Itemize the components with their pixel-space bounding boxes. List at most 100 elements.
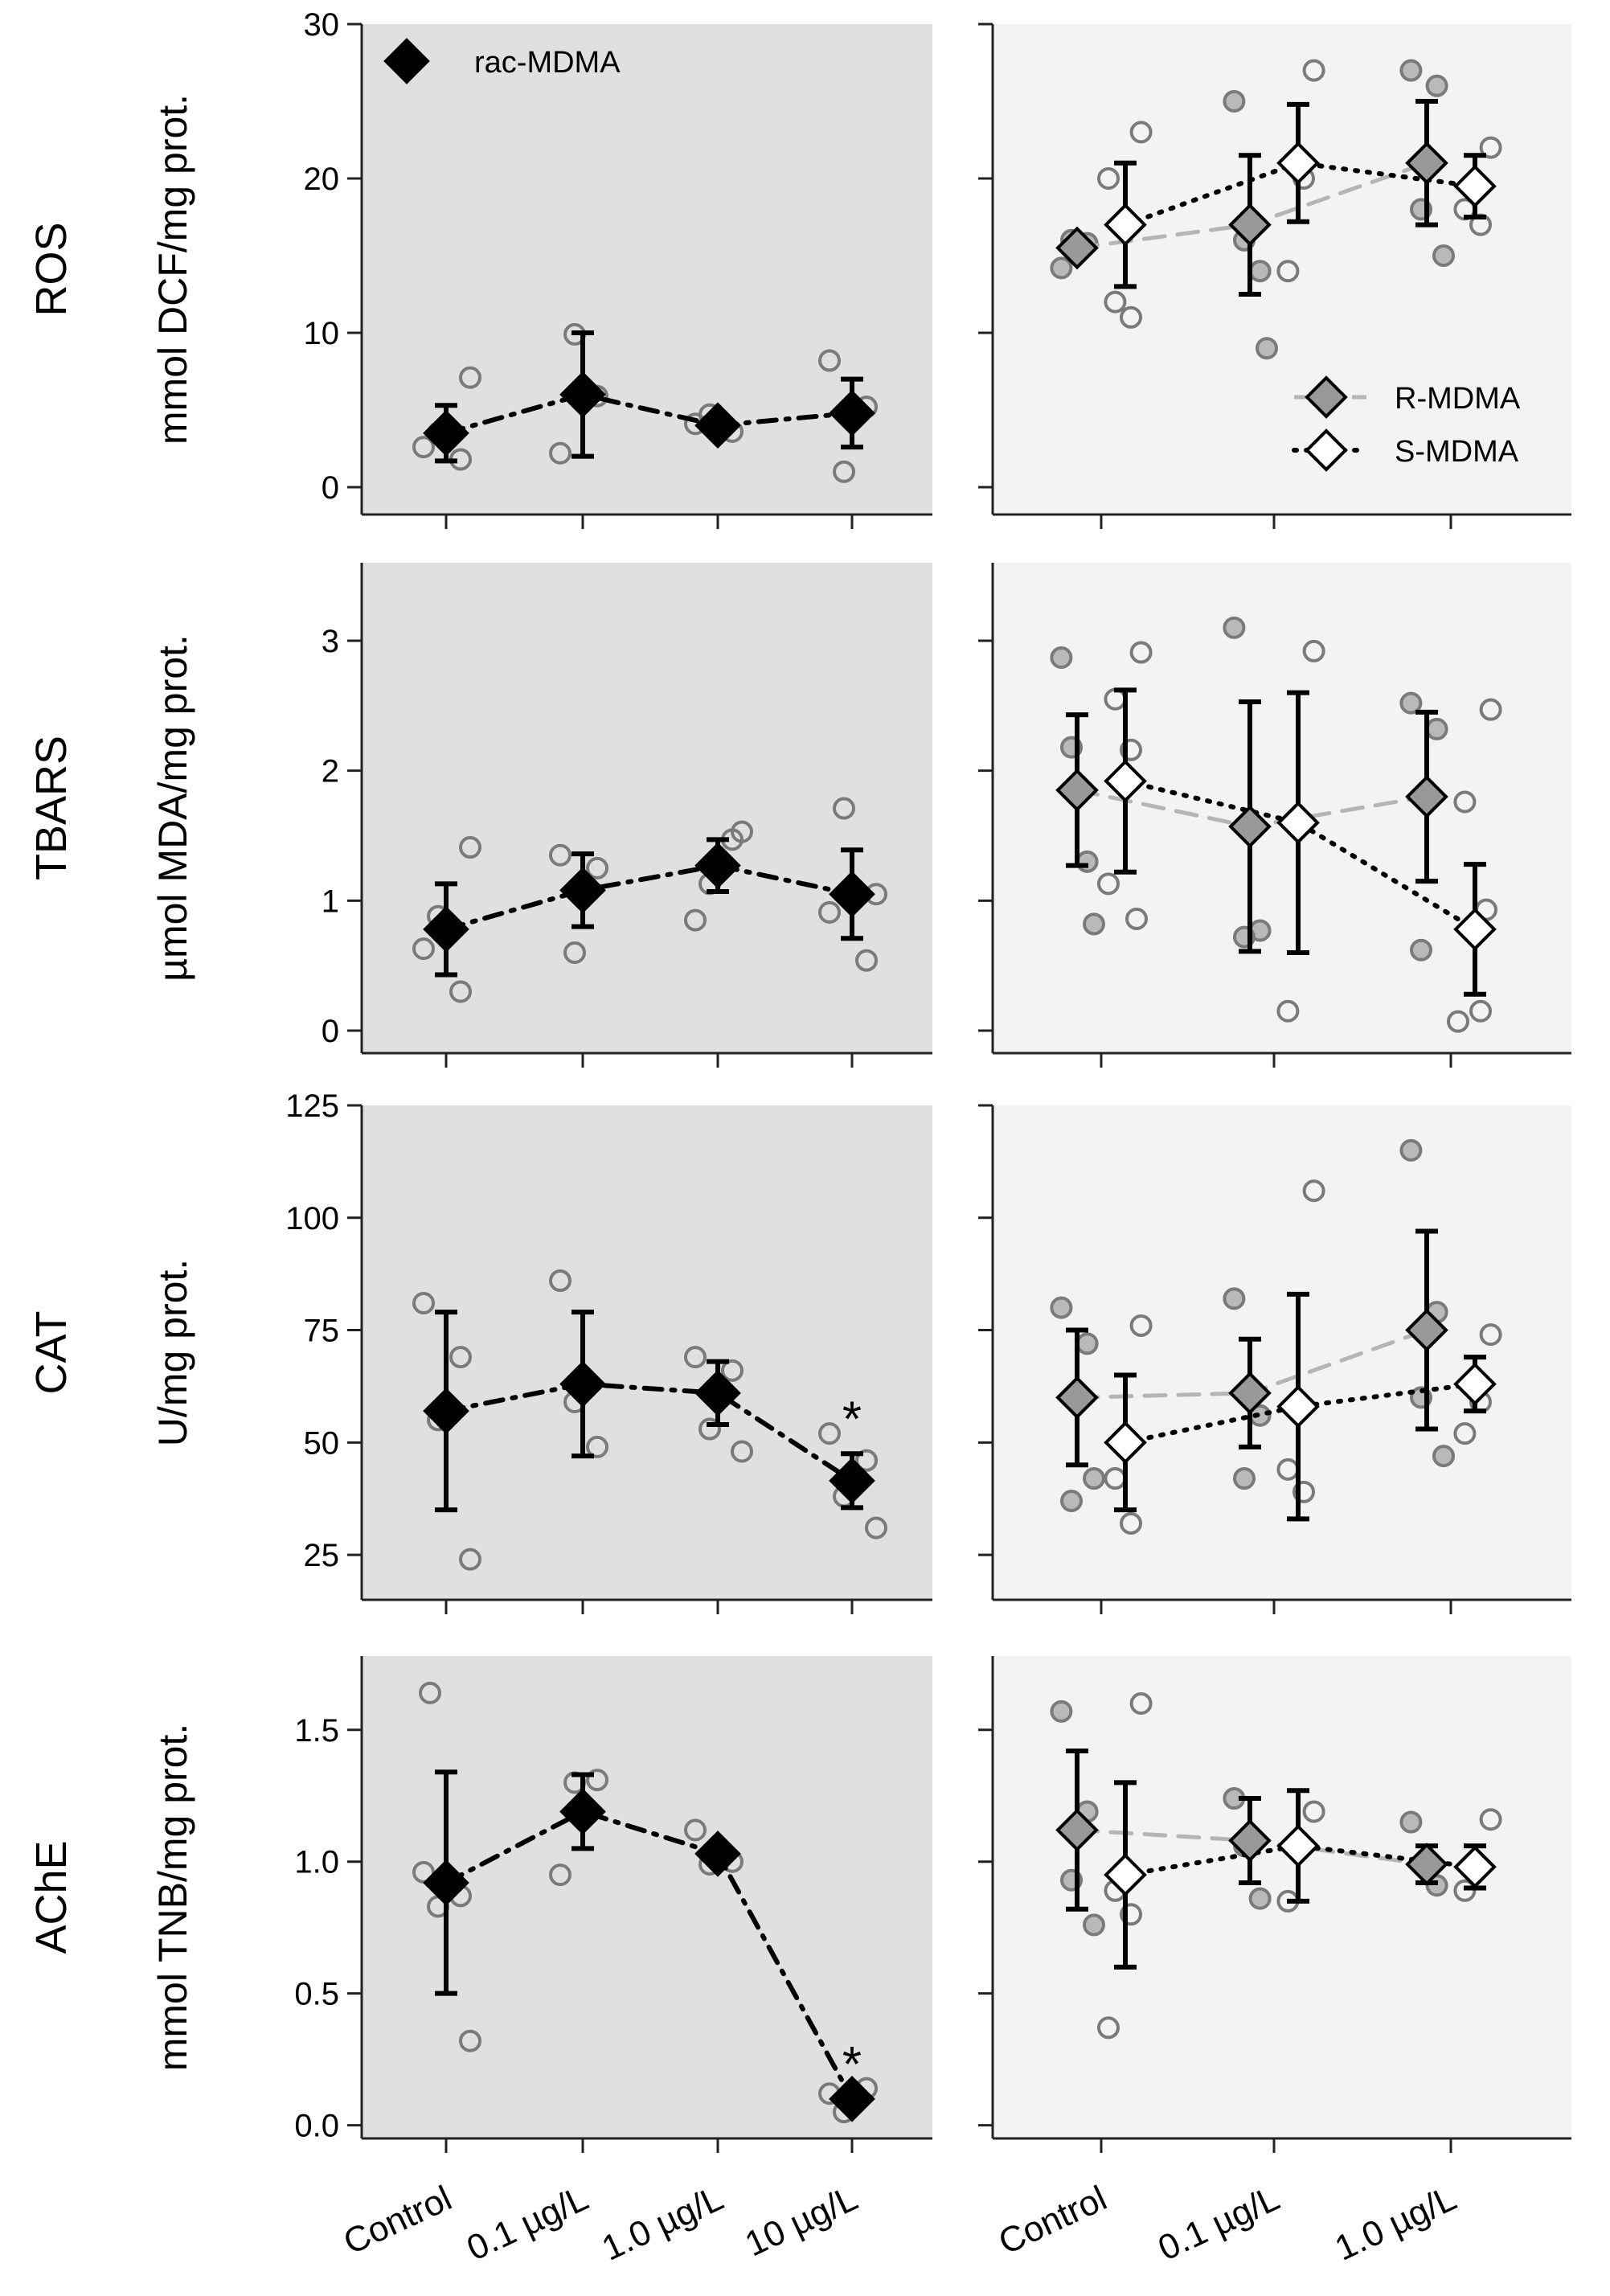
x-tick-label-right: 1.0 µg/L: [1329, 2179, 1463, 2269]
CAT-S-point: [1479, 1323, 1502, 1347]
legend-rac-label: rac-MDMA: [474, 46, 621, 80]
TBARS-rac-point: [459, 836, 481, 859]
TBARS-R-point: [1425, 717, 1448, 740]
ROS-row-label: ROS: [27, 222, 76, 316]
x-tick-label-left: 0.1 µg/L: [461, 2179, 595, 2269]
CAT-rac-mean-marker: [423, 1388, 469, 1435]
ROS-R-point: [1248, 260, 1272, 283]
TBARS-y-axis-label: µmol MDA/mg prot.: [150, 634, 195, 982]
AChE-S-point: [1453, 1879, 1477, 1902]
AChE-rac-point: [586, 1769, 608, 1792]
CAT-ytick-label: 75: [304, 1314, 340, 1349]
ROS-R-point: [1432, 244, 1455, 267]
ROS-S-point: [1097, 167, 1120, 190]
ROS-S-mean-marker: [1104, 203, 1147, 247]
AChE-left-panel: [362, 1656, 932, 2138]
AChE-S-point: [1302, 1800, 1325, 1823]
AChE-significance-marker: *: [842, 2037, 862, 2093]
CAT-S-point: [1293, 1480, 1315, 1503]
TBARS-rac-mean-marker: [829, 871, 875, 918]
CAT-rac-point: [684, 1346, 707, 1369]
ROS-S-point: [1479, 136, 1502, 159]
TBARS-rac-point: [549, 843, 571, 867]
ROS-rac-mean-marker: [829, 390, 875, 437]
ROS-R-point: [1256, 337, 1278, 360]
AChE-rac-mean-marker: [559, 1788, 606, 1835]
ROS-R-mean-marker: [1405, 141, 1448, 185]
ROS-R-mean-marker: [1228, 203, 1272, 247]
CAT-rac-point: [855, 1449, 878, 1472]
ROS-rac-mean-marker: [559, 371, 606, 418]
TBARS-rac-point: [684, 908, 707, 932]
TBARS-rac-point: [449, 980, 472, 1003]
CAT-y-axis-label: U/mg prot.: [150, 1259, 195, 1446]
ROS-S-point: [1129, 121, 1153, 144]
TBARS-rac-point: [833, 797, 855, 820]
CAT-rac-point: [586, 1435, 608, 1458]
TBARS-ytick-label: 1: [322, 884, 339, 919]
AChE-R-mean-marker: [1228, 1818, 1272, 1863]
CAT-ytick-label: 100: [285, 1201, 339, 1236]
CAT-S-point: [1302, 1179, 1325, 1203]
CAT-ytick-label: 25: [304, 1538, 340, 1573]
CAT-left-panel: [362, 1105, 932, 1600]
TBARS-S-point: [1129, 641, 1153, 664]
TBARS-S-point: [1469, 999, 1492, 1023]
CAT-R-mean-marker: [1405, 1308, 1448, 1352]
AChE-S-mean-marker: [1453, 1845, 1497, 1889]
CAT-S-mean-marker: [1453, 1362, 1497, 1406]
ROS-ytick-label: 30: [304, 7, 340, 43]
TBARS-R-point: [1075, 850, 1099, 873]
TBARS-S-point: [1276, 999, 1300, 1023]
CAT-R-point: [1060, 1490, 1083, 1512]
TBARS-S-point: [1479, 698, 1502, 721]
AChE-right-panel: [993, 1656, 1571, 2138]
legend-R-label: R-MDMA: [1395, 382, 1521, 416]
ROS-R-point: [1223, 90, 1246, 113]
ROS-y-axis-label: mmol DCF/mg prot.: [150, 94, 195, 445]
TBARS-S-line: [1123, 778, 1477, 932]
TBARS-R-mean-marker: [1055, 769, 1099, 812]
CAT-R-point: [1399, 1138, 1423, 1162]
CAT-rac-point: [412, 1292, 435, 1314]
ROS-S-point: [1302, 59, 1325, 82]
TBARS-R-point: [1223, 616, 1246, 639]
TBARS-S-point: [1302, 639, 1325, 662]
TBARS-R-point: [1410, 938, 1432, 961]
ROS-ytick-label: 20: [304, 162, 340, 197]
legend-rac-marker: [383, 38, 430, 84]
AChE-rac-point: [549, 1863, 571, 1887]
CAT-S-point: [1453, 1422, 1477, 1445]
TBARS-ytick-label: 0: [322, 1014, 339, 1049]
AChE-rac-point: [412, 1860, 435, 1884]
AChE-rac-mean-marker: [423, 1859, 469, 1906]
x-tick-label-left: 10 µg/L: [739, 2179, 864, 2265]
x-tick-label-right: Control: [993, 2179, 1112, 2262]
x-tick-label-left: Control: [338, 2179, 457, 2262]
CAT-S-point: [1120, 1511, 1142, 1535]
CAT-significance-marker: *: [842, 1392, 862, 1447]
x-tick-label-left: 1.0 µg/L: [596, 2179, 730, 2269]
TBARS-rac-mean-marker: [423, 906, 469, 953]
CAT-rac-point: [865, 1516, 887, 1540]
AChE-y-axis-label: mmol TNB/mg prot.: [150, 1724, 195, 2072]
AChE-row-label: AChE: [27, 1840, 76, 1954]
CAT-ytick-label: 125: [285, 1089, 339, 1124]
CAT-rac-point: [459, 1548, 481, 1571]
TBARS-R-mean-marker: [1405, 775, 1448, 818]
ROS-S-mean-marker: [1276, 141, 1320, 185]
TBARS-ytick-label: 3: [322, 624, 339, 659]
CAT-rac-point: [698, 1417, 721, 1441]
ROS-R-point: [1425, 74, 1448, 97]
TBARS-rac-point: [563, 941, 586, 964]
AChE-S-mean-marker: [1104, 1853, 1147, 1896]
CAT-R-point: [1050, 1296, 1073, 1319]
legend-S-marker: [1305, 428, 1348, 472]
ROS-rac-point: [549, 441, 571, 465]
AChE-R-point: [1399, 1810, 1423, 1834]
TBARS-rac-point: [731, 820, 753, 843]
ROS-R-point: [1399, 59, 1423, 82]
CAT-rac-mean-marker: [829, 1458, 875, 1504]
AChE-rac-mean-marker: [829, 2075, 875, 2122]
